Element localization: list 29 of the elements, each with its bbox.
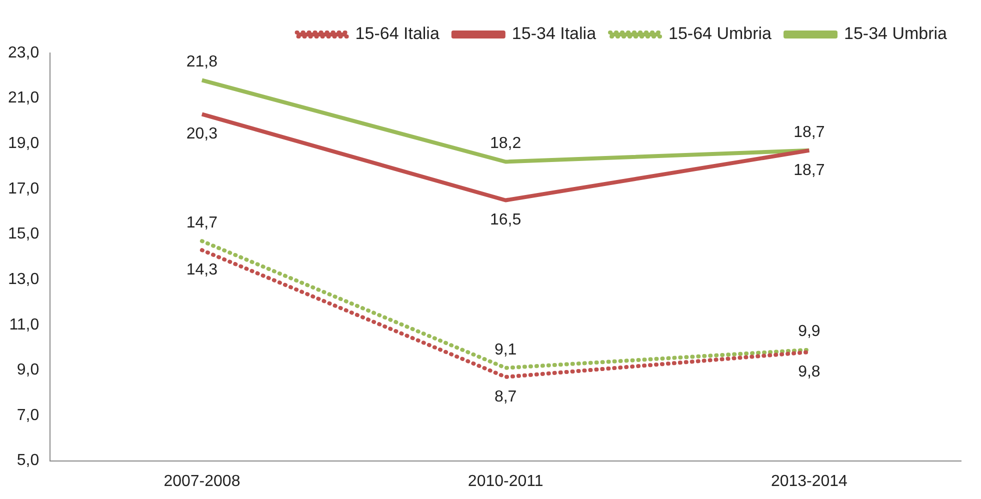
y-tick-label: 7,0 xyxy=(16,406,40,424)
data-label: 18,7 xyxy=(794,162,825,179)
y-tick-label: 15,0 xyxy=(8,226,40,243)
y-tick-label: 23,0 xyxy=(8,44,40,62)
x-tick-label: 2007-2008 xyxy=(164,472,240,490)
data-label: 14,7 xyxy=(186,214,218,232)
legend-label: 15-34 Italia xyxy=(512,24,597,44)
y-tick-label: 13,0 xyxy=(8,270,40,288)
data-label: 9,9 xyxy=(798,323,820,340)
data-label: 16,5 xyxy=(490,212,522,229)
data-label: 8,7 xyxy=(494,388,517,406)
data-label: 14,3 xyxy=(186,262,218,279)
legend-label: 15-64 Umbria xyxy=(668,24,772,44)
legend-label: 15-64 Italia xyxy=(355,24,440,44)
x-tick-label: 2013-2014 xyxy=(770,472,848,490)
data-label: 18,7 xyxy=(794,124,825,141)
y-tick-label: 9,0 xyxy=(16,362,40,379)
data-label: 21,8 xyxy=(186,54,218,71)
legend-label: 15-34 Umbria xyxy=(844,24,948,44)
x-tick-label: 2010-2011 xyxy=(468,472,544,490)
data-label: 18,2 xyxy=(490,135,522,152)
y-tick-label: 19,0 xyxy=(8,135,40,152)
y-tick-label: 17,0 xyxy=(8,180,40,198)
data-label: 9,8 xyxy=(798,363,820,380)
y-tick-label: 21,0 xyxy=(8,90,40,107)
y-tick-label: 5,0 xyxy=(16,452,40,470)
data-label: 20,3 xyxy=(186,126,218,143)
data-label: 9,1 xyxy=(494,341,517,358)
y-tick-label: 11,0 xyxy=(9,316,40,334)
